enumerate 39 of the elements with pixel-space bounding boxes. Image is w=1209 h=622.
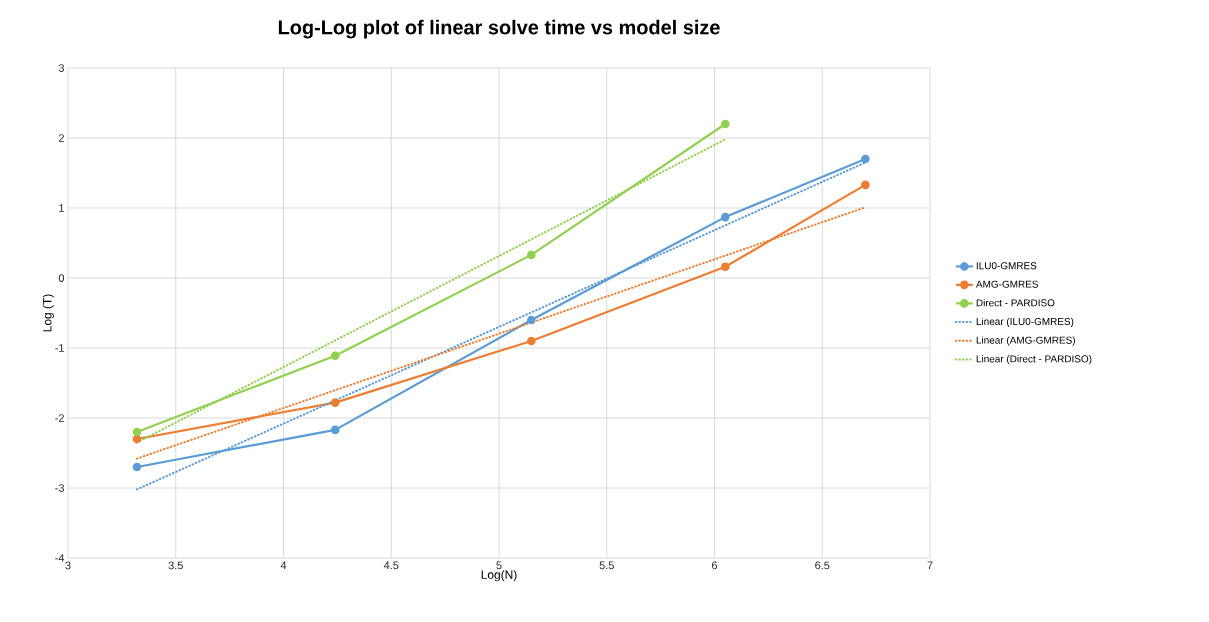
legend-label: Direct - PARDISO [976,299,1055,307]
legend-label: AMG-GMRES [975,280,1039,288]
chart-title: Log-Log plot of linear solve time vs model size [278,19,720,39]
legend-label: Linear (Direct - PARDISO) [976,355,1092,365]
x-tick-label: 3.5 [168,561,183,570]
x-tick-label: 7 [927,561,933,570]
point [132,462,142,472]
y-tick-label: -3 [55,484,64,492]
x-tick-label: 5 [496,561,502,570]
point [861,180,870,190]
y-tick-label: -2 [55,414,64,422]
x-tick-label: 4 [280,561,287,570]
x-axis-title: Log(N) [481,570,517,582]
point [132,427,142,437]
point [330,425,340,435]
y-tick-label: 2 [58,134,64,142]
y-tick-label: 1 [59,204,64,212]
point [527,315,536,325]
point [720,262,730,272]
point [527,250,536,260]
legend-label: Linear (ILU0-GMRES) [976,317,1074,327]
y-tick-label: 0 [58,274,65,282]
x-tick-label: 3 [65,561,71,570]
y-axis-title: Log (T) [42,294,54,332]
y-tick-label: 3 [58,64,64,72]
point [861,154,870,164]
point [720,119,730,129]
point [330,398,340,407]
x-tick-label: 6.5 [815,561,830,570]
point [527,336,536,346]
y-tick-label: -1 [55,344,64,352]
y-tick-label: -4 [55,554,65,562]
x-tick-label: 4.5 [383,561,399,570]
x-tick-label: 5.5 [599,561,614,570]
point [330,351,340,360]
x-tick-label: 6 [712,561,718,570]
legend-label: Linear (AMG-GMRES) [976,336,1075,346]
legend-label: ILU0-GMRES [976,262,1037,270]
point [720,212,730,222]
